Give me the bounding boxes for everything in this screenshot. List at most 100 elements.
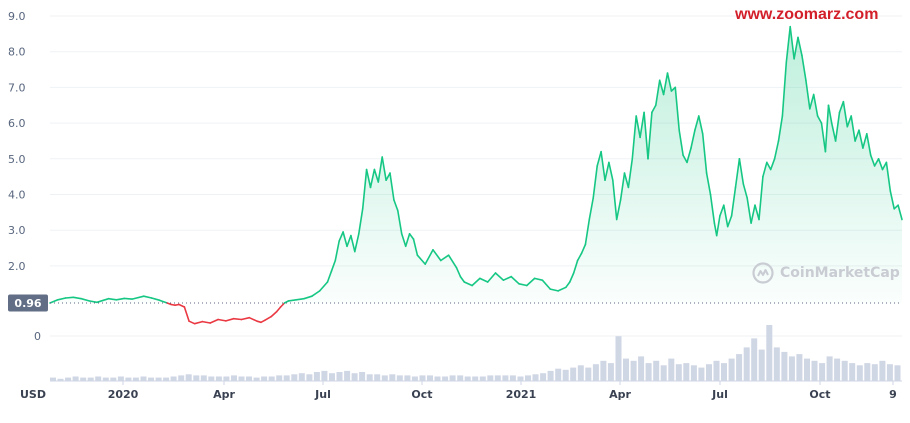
price-segment [424,249,434,265]
price-segment [738,158,745,185]
price-segment [549,288,559,292]
price-segment [592,165,599,199]
volume-bar [170,376,177,381]
price-segment [690,129,696,149]
volume-bar [246,376,252,381]
price-segment [862,133,868,149]
volume-bar [163,377,170,381]
price-segment [447,254,458,269]
price-segment [389,172,395,201]
coinmarketcap-brand-name: CoinMarketCap [780,265,900,281]
volume-bar [464,376,471,381]
volume-bar [494,375,501,381]
price-segment [678,129,684,156]
price-segment [643,111,649,160]
price-segment [635,115,641,139]
volume-bar [268,376,275,381]
price-segment [611,179,618,221]
price-segment [600,150,606,181]
volume-bar [155,377,162,381]
volume-bar [690,365,697,381]
volume-bar [72,376,79,381]
y-tick-label: 2.0 [8,260,26,273]
volume-bar [796,354,803,381]
volume-bar [231,375,237,381]
volume-bar [313,372,320,381]
volume-bar [87,377,94,381]
price-segment [385,172,391,181]
volume-bar [773,347,780,381]
price-segment [777,115,784,142]
price-segment [808,93,815,110]
price-segment [765,161,772,171]
price-segment [270,310,278,318]
volume-bar [675,364,682,381]
volume-bar [766,325,773,381]
volume-bar [200,375,207,381]
price-segment [824,104,830,153]
price-segment [232,317,243,321]
price-segment [412,238,419,256]
price-segment [557,286,567,292]
price-segment [240,316,251,321]
volume-bar [728,358,735,381]
price-segment [608,161,614,181]
price-segment [854,129,860,142]
volume-bar [894,365,901,381]
price-segment [730,186,737,217]
currency-label: USD [20,388,46,401]
price-segment [865,133,872,156]
volume-bar [298,373,305,381]
price-segment [651,104,657,114]
price-area [50,26,902,304]
volume-bar [886,364,893,381]
price-segment [88,300,98,304]
price-segment [353,233,360,253]
price-segment [350,234,356,253]
price-segment [662,72,669,96]
price-segment [408,233,415,240]
volume-bar [291,374,298,381]
price-segment [805,79,811,110]
price-segment [303,295,313,300]
price-segment [381,156,387,181]
price-segment [342,231,348,248]
price-segment [850,115,856,142]
price-segment [404,233,411,248]
volume-bar [570,367,577,381]
price-segment [209,318,219,324]
price-segment [150,297,161,302]
volume-bar [683,363,690,381]
price-segment [596,150,602,167]
y-tick-label: 3.0 [8,224,26,237]
price-segment [471,277,481,287]
volume-bar [95,376,102,381]
price-segment [580,243,587,255]
price-segment [697,115,704,135]
price-segment [463,281,473,287]
price-segment [334,240,341,262]
price-segment [357,208,364,235]
x-tick-label: Jul [314,388,331,401]
volume-bar [645,363,652,381]
price-segment [750,204,756,224]
price-segment [793,36,799,60]
volume-bar [487,375,494,381]
price-segment [373,168,380,183]
price-segment [432,249,442,262]
price-segment [369,168,376,189]
volume-bar [607,363,614,381]
price-segment [486,272,497,283]
price-segment [801,54,807,82]
volume-bar [547,370,554,381]
volume-bar [592,364,599,381]
volume-bar [80,377,87,381]
price-segment [797,36,803,57]
price-segment [785,25,792,64]
price-segment [647,111,653,160]
price-segment [158,299,168,304]
price-segment [115,297,126,301]
volume-bar [449,375,456,381]
x-axis-ticks: 2020 Apr Jul Oct 2021 Apr Jul Oct 9 [108,381,897,401]
